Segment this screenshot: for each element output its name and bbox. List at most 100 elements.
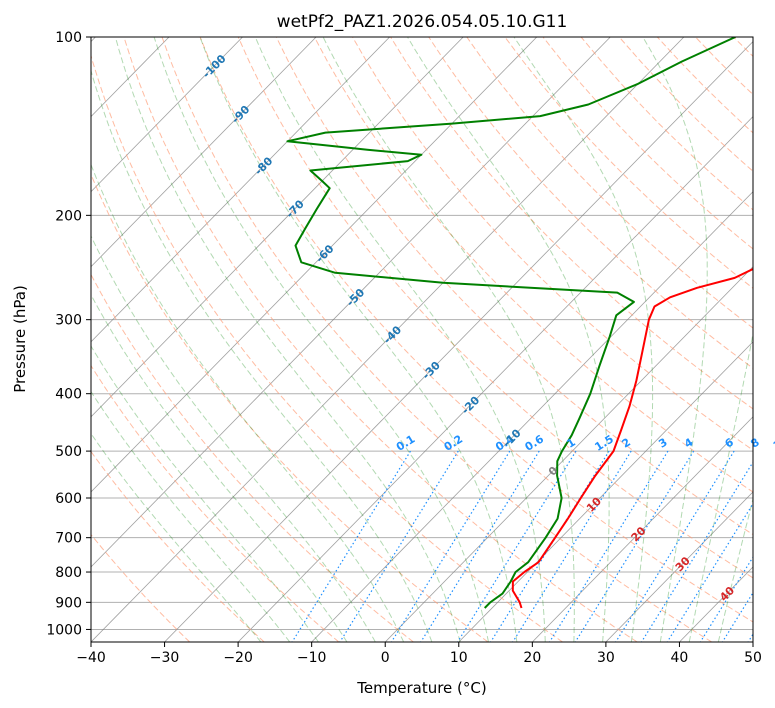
- dewpoint-line: [286, 37, 736, 609]
- mixing-ratio-line: [747, 633, 753, 642]
- label-layer: 0.10.20.40.611.52346810131620253036-100-…: [200, 52, 775, 604]
- mixing-ratio-line: [549, 450, 669, 642]
- mixing-ratio-line: [641, 461, 753, 642]
- mixing-ratio-line: [291, 450, 411, 642]
- y-tick-label: 1000: [46, 622, 82, 638]
- dry-adiabat: [466, 37, 753, 329]
- moist-adiabat: [153, 37, 489, 642]
- isotherm-line: [458, 341, 753, 642]
- y-tick-label: 200: [55, 208, 82, 224]
- dry-adiabat: [695, 37, 753, 96]
- y-tick-label: 600: [55, 491, 82, 507]
- mixing-ratio-label: 3: [656, 436, 669, 451]
- dry-adiabat: [313, 37, 753, 493]
- isotherm-line: [91, 37, 390, 343]
- mixing-ratio-line: [457, 450, 577, 642]
- dry-adiabat: [772, 37, 775, 642]
- x-tick-label: 50: [744, 650, 762, 666]
- isotherm-line: [91, 37, 464, 418]
- moist-adiabat: [513, 37, 654, 642]
- isotherm-line: [91, 37, 243, 193]
- axis-layer: −40 −30 −20 −10 0 10 20 30 40 5010020030040050060…: [46, 30, 762, 666]
- moist-adiabat: [642, 37, 708, 642]
- moist-adiabat: [114, 37, 461, 642]
- moist-adiabat: [91, 432, 262, 642]
- dry-adiabat: [352, 37, 753, 451]
- dry-adiabat: [91, 364, 340, 642]
- mixing-ratio-line: [721, 591, 753, 642]
- isotherm-line: [532, 416, 753, 642]
- x-axis-label: Temperature (°C): [356, 679, 486, 697]
- dry-adiabat: [91, 53, 563, 642]
- dry-adiabat: [91, 450, 265, 642]
- mixing-ratio-label: 6: [723, 435, 737, 450]
- y-tick-label: 500: [55, 444, 82, 460]
- isotherm-line: [91, 37, 611, 568]
- dry-adiabat: [161, 37, 713, 642]
- x-tick-label: −30: [150, 650, 180, 666]
- plot-frame: [90, 36, 754, 643]
- moist-adiabat: [91, 293, 348, 642]
- moist-adiabat: [254, 37, 546, 642]
- moist-adiabat: [199, 37, 518, 642]
- dry-adiabat: [123, 37, 638, 642]
- mixing-ratio-line: [420, 450, 540, 642]
- mixing-ratio-line: [615, 450, 735, 642]
- dry-adiabat: [275, 37, 753, 536]
- temperature-line: [511, 267, 753, 609]
- x-tick-label: 40: [671, 650, 689, 666]
- moist-adiabat: [91, 344, 319, 642]
- mixing-ratio-label: 8: [748, 436, 761, 451]
- dry-adiabat: [199, 37, 753, 623]
- x-tick-label: 10: [450, 650, 468, 666]
- dry-adiabat: [656, 37, 753, 134]
- isotherm-line: [91, 37, 685, 642]
- moist-adiabat: [688, 330, 753, 642]
- x-tick-label: 30: [597, 650, 615, 666]
- moist-adiabat: [91, 234, 376, 642]
- isotherm-line: [752, 641, 753, 642]
- y-tick-label: 700: [55, 531, 82, 547]
- mixing-ratio-line: [666, 502, 753, 642]
- isotherm-label: -100: [200, 52, 229, 81]
- dry-adiabat: [428, 37, 753, 369]
- grid-layer: [91, 37, 775, 642]
- isotherm-line: [91, 37, 538, 493]
- dry-adiabat: [91, 173, 489, 642]
- y-tick-label: 800: [55, 565, 82, 581]
- y-tick-label: 100: [55, 30, 82, 46]
- moist-adiabat: [322, 37, 575, 642]
- isotherm-label: 40: [717, 584, 737, 604]
- isotherm-label: 20: [629, 524, 649, 544]
- mixing-ratio-label: 0.6: [523, 432, 547, 454]
- mixing-ratio-line: [390, 450, 511, 642]
- x-tick-label: −10: [297, 650, 327, 666]
- moist-adiabat: [91, 68, 433, 642]
- x-tick-label: 0: [381, 650, 390, 666]
- isotherm-line: [605, 491, 753, 642]
- isotherm-label: 0: [546, 464, 561, 479]
- mixing-ratio-line: [339, 450, 459, 642]
- mixing-ratio-line: [512, 450, 632, 642]
- isotherm-line: [164, 40, 753, 642]
- isotherm-line: [679, 566, 753, 642]
- isotherm-line: [384, 266, 753, 642]
- moist-adiabat: [91, 390, 291, 642]
- chart-title: wetPf2_PAZ1.2026.054.05.10.G11: [277, 12, 568, 32]
- y-tick-label: 900: [55, 595, 82, 611]
- mixing-ratio-line: [574, 450, 695, 642]
- y-axis-label: Pressure (hPa): [11, 285, 29, 393]
- x-tick-label: 20: [523, 650, 541, 666]
- x-tick-label: −20: [223, 650, 253, 666]
- isotherm-line: [91, 37, 317, 268]
- x-tick-label: −40: [76, 650, 106, 666]
- isotherm-line: [237, 116, 753, 642]
- isotherm-label: 10: [584, 494, 604, 514]
- dry-adiabat: [580, 37, 753, 211]
- y-tick-label: 300: [55, 313, 82, 329]
- mixing-ratio-line: [699, 555, 753, 642]
- dry-adiabat: [91, 273, 414, 642]
- dry-adiabat: [91, 533, 191, 642]
- data-layer: [286, 37, 753, 609]
